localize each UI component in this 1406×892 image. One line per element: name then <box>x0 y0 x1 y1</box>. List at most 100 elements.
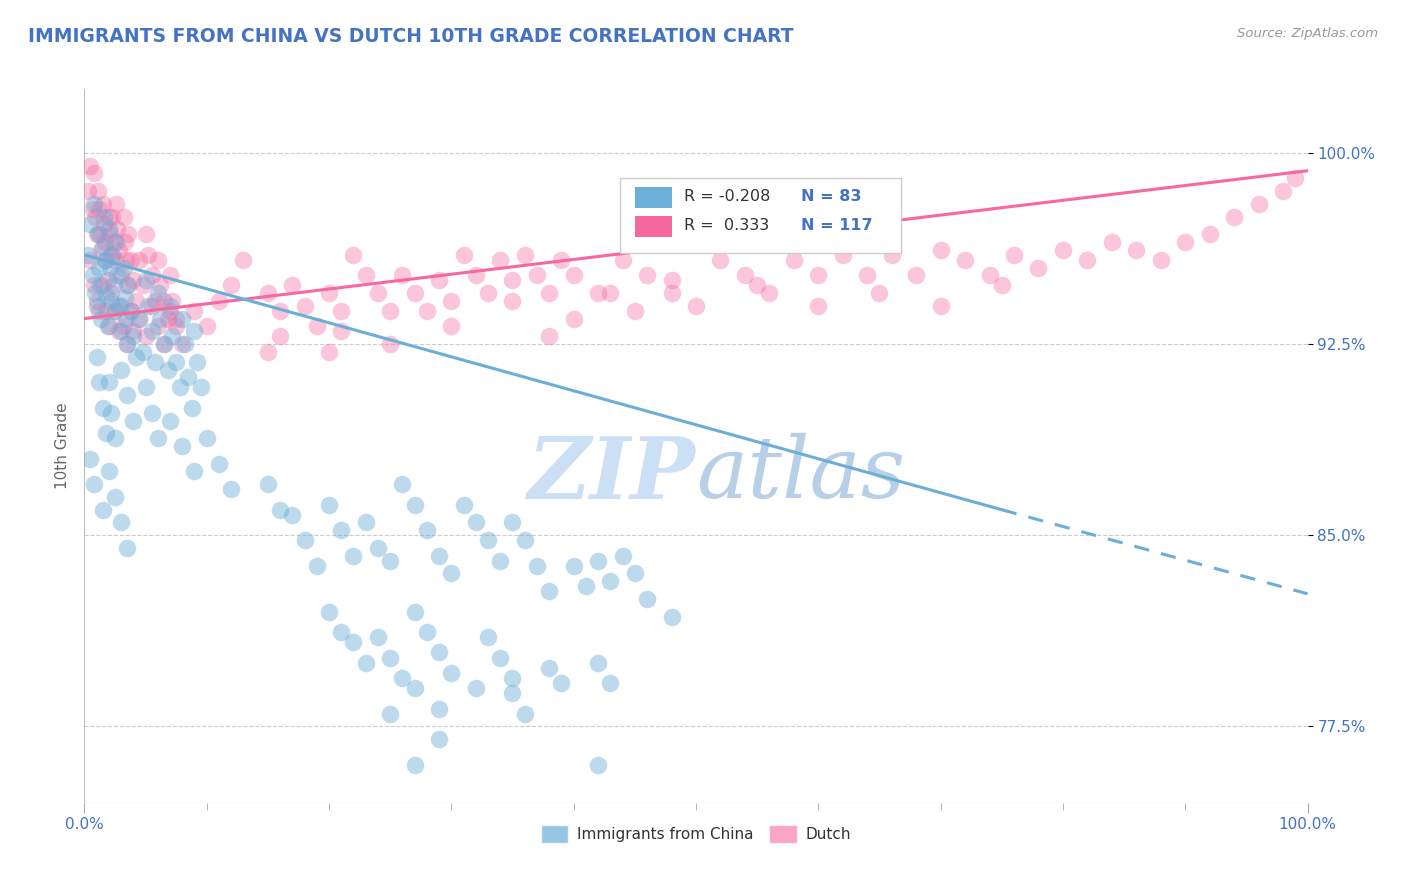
Point <box>208 457 231 471</box>
Point <box>404 757 426 772</box>
Bar <box>636 187 672 209</box>
Point <box>101 210 124 224</box>
Point <box>135 329 157 343</box>
Point <box>354 516 377 530</box>
Point <box>98 260 121 275</box>
Point <box>489 252 512 267</box>
Point <box>856 268 879 283</box>
Point <box>107 243 129 257</box>
Point <box>107 324 129 338</box>
Legend: Immigrants from China, Dutch: Immigrants from China, Dutch <box>534 819 858 848</box>
Point <box>122 413 145 427</box>
Point <box>404 605 426 619</box>
Point <box>94 235 117 249</box>
Point <box>89 227 111 242</box>
Point <box>143 293 166 308</box>
Point <box>77 184 100 198</box>
Point <box>599 286 621 301</box>
Point <box>427 273 450 287</box>
Point <box>82 268 104 283</box>
Point <box>100 406 122 420</box>
Point <box>135 273 157 287</box>
Point <box>330 324 353 338</box>
Point <box>342 248 364 262</box>
Point <box>101 248 124 262</box>
Point <box>586 656 609 670</box>
Point <box>146 319 169 334</box>
Point <box>929 299 952 313</box>
Point <box>96 426 118 441</box>
Point <box>91 197 114 211</box>
Point <box>96 304 118 318</box>
Point <box>186 355 208 369</box>
Point <box>427 732 450 747</box>
Point <box>354 268 377 283</box>
Point <box>538 661 561 675</box>
Point <box>477 286 499 301</box>
Point <box>105 235 128 249</box>
Point <box>172 311 194 326</box>
Point <box>502 293 524 308</box>
Text: IMMIGRANTS FROM CHINA VS DUTCH 10TH GRADE CORRELATION CHART: IMMIGRANTS FROM CHINA VS DUTCH 10TH GRAD… <box>28 27 794 45</box>
Point <box>586 554 609 568</box>
Point <box>94 252 117 267</box>
Point <box>550 676 572 690</box>
Point <box>342 635 364 649</box>
Point <box>172 439 194 453</box>
Bar <box>636 216 672 237</box>
Point <box>183 465 205 479</box>
Point <box>115 278 138 293</box>
Point <box>685 299 707 313</box>
Point <box>599 574 621 588</box>
Point <box>86 350 108 364</box>
Point <box>330 304 353 318</box>
Point <box>257 344 280 359</box>
Point <box>173 337 195 351</box>
Point <box>502 686 524 700</box>
Point <box>112 260 135 275</box>
Point <box>96 252 118 267</box>
Point <box>79 159 101 173</box>
Point <box>404 681 426 695</box>
Point <box>1174 235 1197 249</box>
Point <box>159 268 181 283</box>
Text: ZIP: ZIP <box>529 433 696 516</box>
Point <box>367 630 389 644</box>
Point <box>97 376 120 390</box>
Point <box>86 299 108 313</box>
Point <box>98 227 121 242</box>
Point <box>183 324 205 338</box>
Point <box>869 286 891 301</box>
Point <box>93 217 115 231</box>
Point <box>117 227 139 242</box>
Point <box>1284 171 1306 186</box>
Point <box>1198 227 1220 242</box>
Point <box>87 184 110 198</box>
Point <box>1150 252 1173 267</box>
Point <box>120 304 142 318</box>
Point <box>391 671 413 685</box>
Point <box>159 304 181 318</box>
Point <box>79 217 101 231</box>
Point <box>115 337 138 351</box>
Point <box>159 299 181 313</box>
Point <box>685 235 707 249</box>
Point <box>318 498 340 512</box>
Y-axis label: 10th Grade: 10th Grade <box>55 402 70 490</box>
Point <box>464 268 486 283</box>
Point <box>489 650 512 665</box>
Point <box>526 558 548 573</box>
Point <box>538 286 561 301</box>
Point <box>104 431 127 445</box>
Point <box>257 286 280 301</box>
Point <box>169 380 191 394</box>
Point <box>1125 243 1147 257</box>
Point <box>190 380 212 394</box>
Point <box>112 210 135 224</box>
Point <box>562 311 585 326</box>
Point <box>575 579 598 593</box>
Point <box>342 549 364 563</box>
Point <box>86 227 108 242</box>
Point <box>513 706 536 721</box>
Point <box>747 278 769 293</box>
